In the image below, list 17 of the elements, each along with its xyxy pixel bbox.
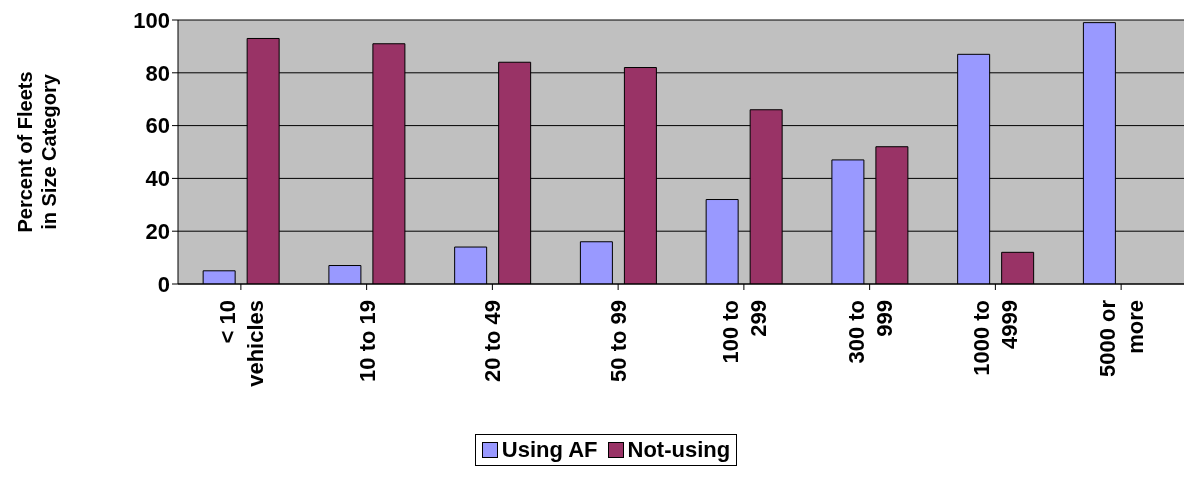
x-tick-label: 50 to 99 — [606, 300, 632, 382]
x-tick-label: 5000 or more — [1095, 299, 1149, 378]
y-tick-label: 60 — [145, 113, 170, 139]
legend-label: Using AF — [500, 437, 598, 463]
x-tick-label: 300 to 999 — [843, 300, 897, 364]
x-tick-label: 1000 to 4999 — [969, 300, 1023, 376]
x-tick-label: 100 to 299 — [717, 300, 771, 364]
y-tick-label: 40 — [145, 166, 170, 192]
y-axis-title: Percent of Fleets in Size Category — [14, 71, 60, 233]
y-tick-label: 20 — [145, 219, 170, 245]
x-tick-label: < 10 vehicles — [214, 300, 268, 387]
y-tick-label: 0 — [157, 271, 170, 297]
y-tick-label: 80 — [145, 60, 170, 86]
x-tick-label: 20 to 49 — [480, 300, 506, 382]
legend-label: Not-using — [626, 437, 731, 463]
y-tick-label: 100 — [133, 7, 170, 33]
x-tick-label: 10 to 19 — [354, 300, 380, 382]
